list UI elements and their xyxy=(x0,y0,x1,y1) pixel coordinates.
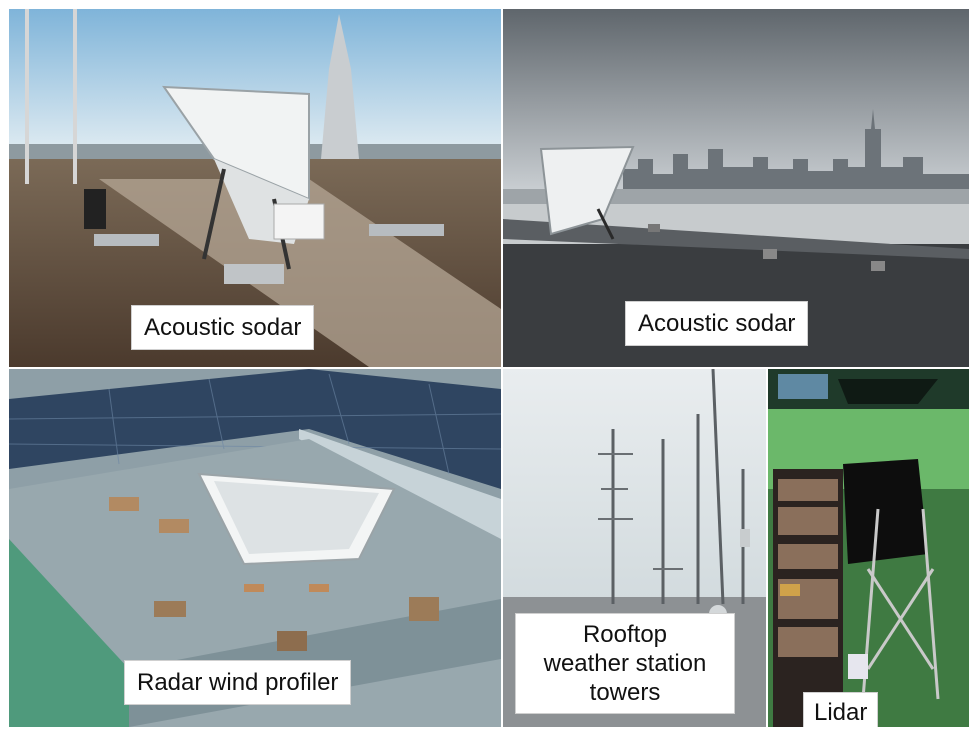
caption-rooftop-weather-towers: Rooftop weather station towers xyxy=(515,613,735,714)
caption-line-3: towers xyxy=(589,679,661,706)
radar-profiler-illustration xyxy=(9,369,501,727)
caption-line-2: weather station xyxy=(543,650,707,677)
caption-radar-wind-profiler: Radar wind profiler xyxy=(124,660,352,705)
photo-rooftop-weather-towers: Rooftop weather station towers xyxy=(503,369,766,727)
caption-lidar: Lidar xyxy=(803,692,879,727)
photo-acoustic-sodar-rooftop: Acoustic sodar xyxy=(9,9,501,367)
rooftop-sodar-illustration xyxy=(9,9,501,367)
caption-acoustic-sodar-2: Acoustic sodar xyxy=(625,301,809,346)
photo-lidar-lab: Lidar xyxy=(768,369,969,727)
photo-radar-wind-profiler: Radar wind profiler xyxy=(9,369,501,727)
caption-line-1: Rooftop xyxy=(582,621,668,648)
caption-acoustic-sodar-1: Acoustic sodar xyxy=(131,305,315,350)
lidar-lab-illustration xyxy=(768,369,969,727)
photo-acoustic-sodar-skyline: Acoustic sodar xyxy=(503,9,969,367)
